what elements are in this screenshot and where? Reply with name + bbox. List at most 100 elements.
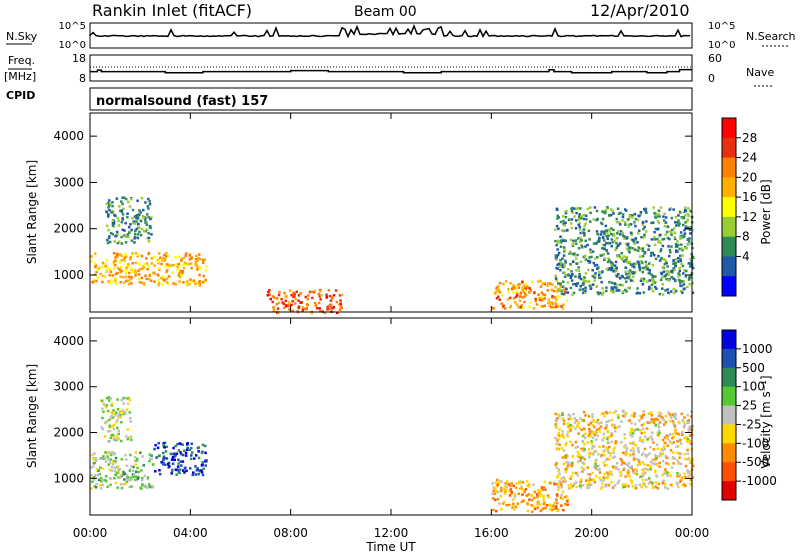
echo-cell	[547, 301, 550, 305]
echo-cell	[140, 196, 144, 200]
echo-cell	[557, 262, 561, 265]
echo-cell	[554, 254, 558, 257]
echo-cell	[613, 426, 617, 430]
echo-cell	[528, 498, 531, 501]
echo-cell	[645, 220, 648, 223]
echo-cell	[584, 245, 587, 248]
echo-cell	[585, 483, 589, 486]
echo-cell	[560, 504, 563, 507]
echo-cell	[613, 239, 616, 243]
echo-cell	[691, 266, 695, 270]
echo-cell	[123, 234, 126, 237]
echo-cell	[554, 301, 557, 305]
echo-cell	[623, 433, 626, 436]
echo-cell	[608, 259, 611, 262]
echo-cell	[631, 279, 635, 283]
echo-cell	[675, 445, 678, 448]
echo-cell	[530, 504, 533, 507]
echo-cell	[642, 452, 645, 455]
echo-cell	[588, 427, 591, 431]
echo-cell	[566, 435, 570, 438]
echo-cell	[112, 427, 116, 431]
echo-cell	[604, 485, 608, 488]
echo-cell	[196, 467, 199, 470]
echo-cell	[578, 426, 581, 430]
echo-cell	[199, 267, 202, 271]
echo-cell	[186, 443, 189, 446]
echo-cell	[520, 304, 523, 307]
echo-cell	[648, 421, 651, 424]
echo-cell	[141, 476, 144, 480]
echo-cell	[623, 452, 627, 456]
echo-cell	[588, 481, 591, 484]
echo-cell	[131, 208, 135, 212]
echo-cell	[551, 302, 554, 305]
echo-cell	[678, 452, 681, 456]
echo-cell	[190, 280, 193, 284]
echo-cell	[116, 418, 119, 422]
echo-cell	[622, 234, 625, 238]
echo-cell	[202, 274, 206, 278]
echo-cell	[553, 501, 556, 505]
echo-cell	[577, 247, 581, 250]
echo-cell	[676, 451, 679, 454]
echo-cell	[631, 264, 634, 268]
echo-cell	[498, 291, 502, 294]
echo-cell	[651, 462, 655, 465]
echo-cell	[668, 254, 671, 258]
echo-cell	[512, 297, 516, 300]
echo-cell	[128, 205, 132, 208]
echo-cell	[113, 459, 116, 463]
echo-cell	[564, 291, 567, 294]
echo-cell	[521, 286, 524, 290]
echo-cell	[624, 454, 628, 457]
echo-cell	[669, 483, 673, 487]
echo-cell	[540, 299, 544, 302]
echo-cell	[307, 294, 310, 297]
echo-cell	[201, 261, 205, 265]
power-bar-label: Power [dB]	[759, 179, 773, 244]
echo-cell	[633, 265, 636, 269]
echo-cell	[639, 260, 642, 264]
echo-cell	[128, 485, 131, 489]
echo-cell	[686, 458, 689, 461]
echo-cell	[624, 277, 627, 280]
echo-cell	[121, 216, 124, 220]
echo-cell	[570, 222, 573, 225]
echo-cell	[130, 276, 134, 279]
echo-cell	[633, 212, 637, 216]
echo-cell	[151, 486, 155, 489]
echo-cell	[513, 495, 517, 499]
echo-cell	[187, 282, 191, 286]
echo-cell	[107, 236, 111, 239]
echo-cell	[140, 469, 143, 472]
echo-cell	[571, 485, 575, 488]
echo-cell	[535, 303, 539, 306]
echo-cell	[638, 268, 642, 272]
echo-cell	[528, 485, 531, 488]
echo-cell	[682, 216, 685, 220]
echo-cell	[121, 411, 125, 415]
echo-cell	[568, 426, 571, 430]
echo-cell	[595, 263, 599, 267]
echo-cell	[547, 282, 550, 285]
echo-cell	[114, 280, 117, 283]
echo-cell	[600, 487, 603, 490]
echo-cell	[128, 398, 132, 402]
echo-cell	[189, 457, 193, 461]
echo-cell	[684, 206, 687, 209]
echo-cell	[654, 216, 657, 219]
echo-cell	[574, 257, 578, 260]
echo-cell	[588, 260, 592, 263]
echo-cell	[645, 427, 649, 430]
echo-cell	[573, 421, 577, 424]
echo-cell	[667, 434, 670, 437]
colorbar-tick-label: -500	[742, 455, 769, 469]
echo-cell	[138, 263, 141, 266]
echo-cell	[661, 460, 665, 463]
echo-cell	[643, 225, 646, 229]
echo-cell	[150, 454, 153, 457]
echo-cell	[582, 278, 585, 281]
echo-cell	[549, 507, 552, 511]
echo-cell	[647, 244, 651, 248]
